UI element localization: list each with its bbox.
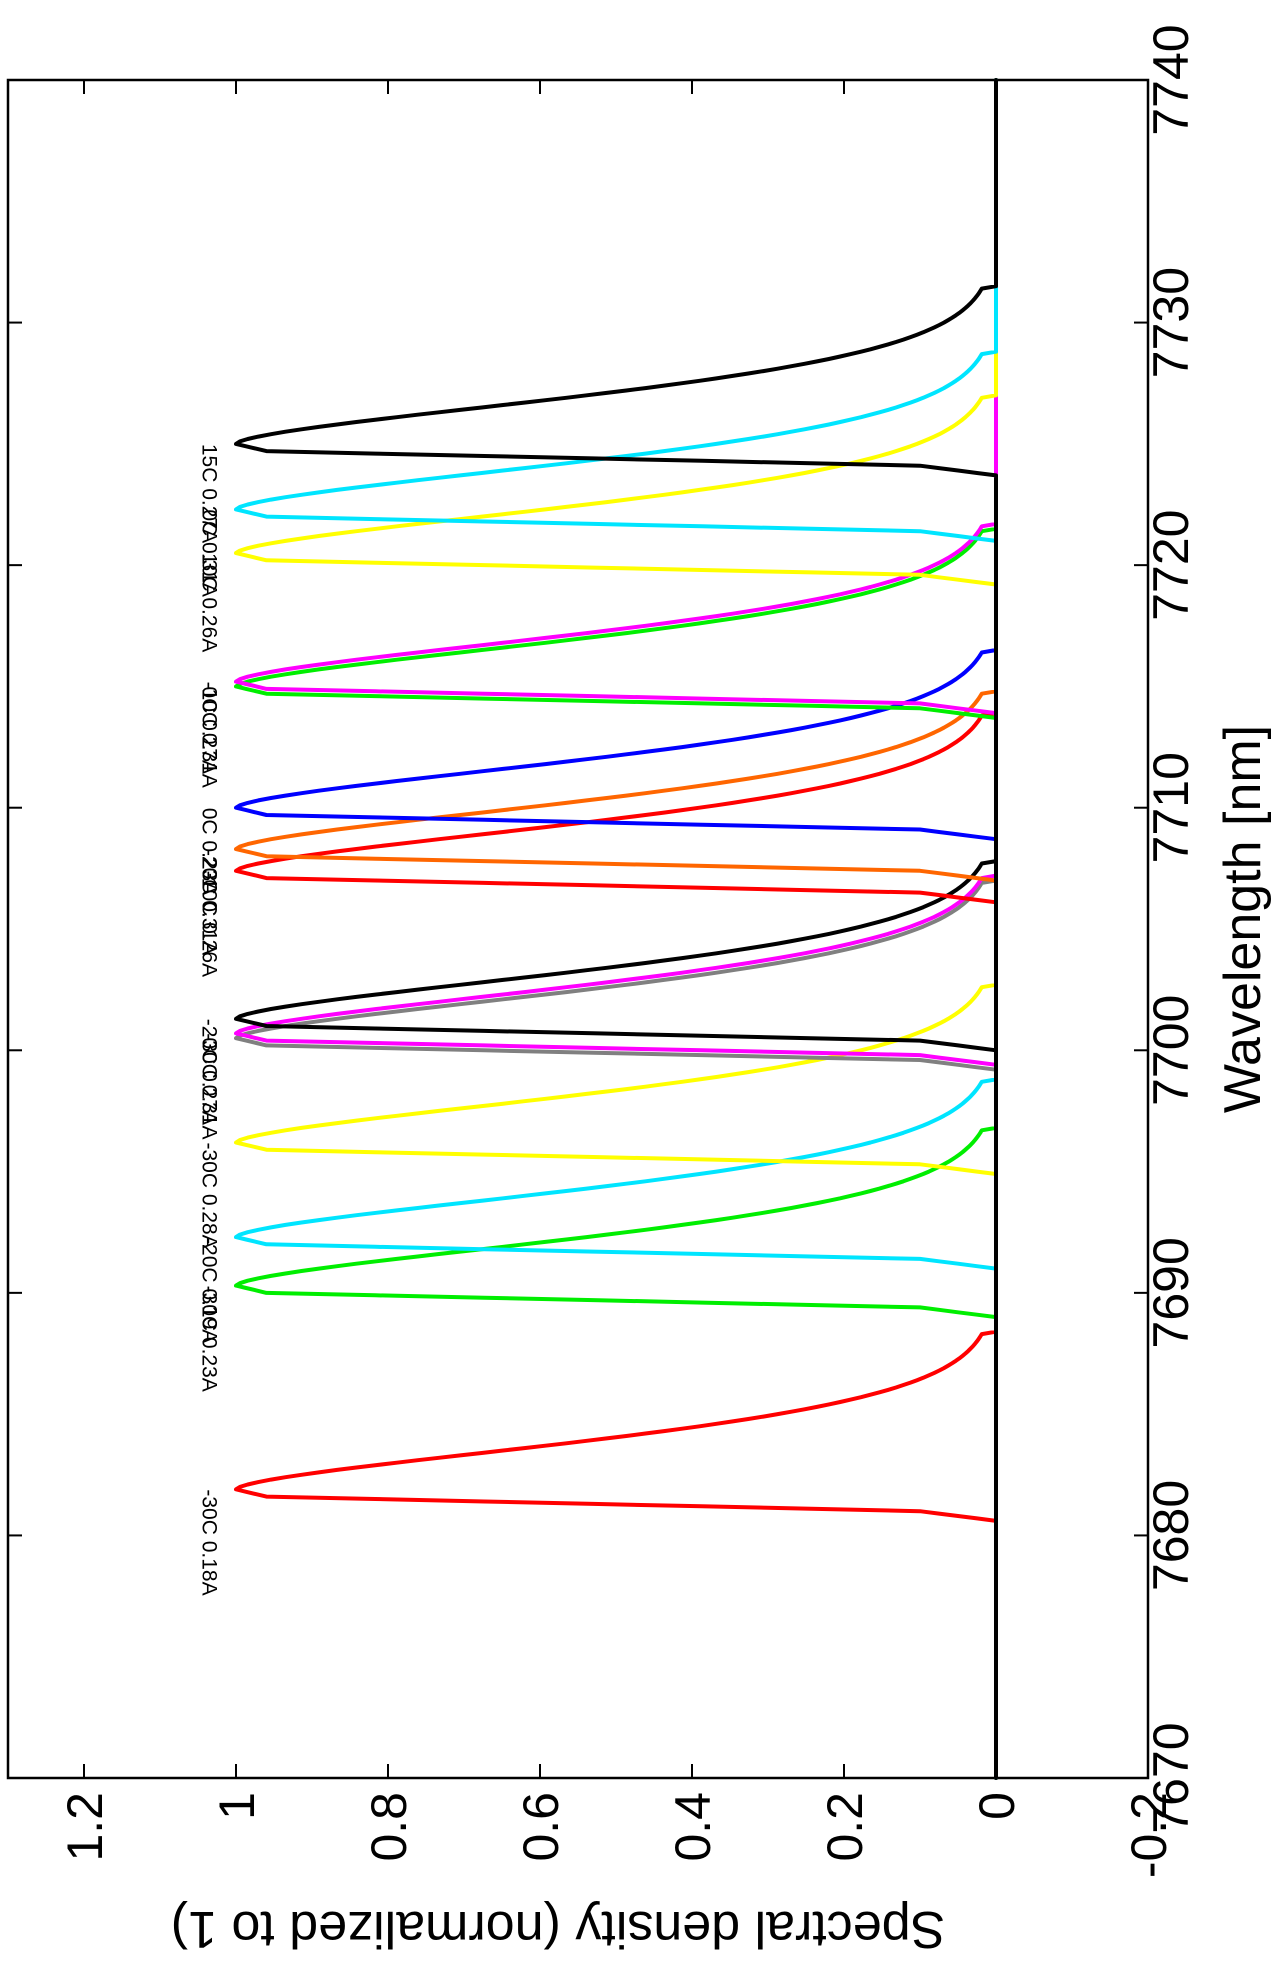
peak-label: -20C 0.19A [197, 1237, 220, 1343]
y-tick-label: 1 [209, 1792, 265, 1820]
series-line [234, 78, 998, 1780]
series-line [234, 78, 998, 1780]
peak-label: -10C 0.26A [197, 871, 220, 977]
series-line [234, 78, 998, 1780]
x-tick-label: 7700 [1143, 995, 1199, 1106]
peak-label: -20C 0.27A [197, 1019, 220, 1125]
series-layer [234, 78, 998, 1780]
series-line [234, 78, 998, 1780]
y-tick-label: 1.2 [57, 1792, 113, 1862]
peak-label: -20C 0.31A [197, 849, 220, 955]
x-tick-label: 7680 [1143, 1480, 1199, 1591]
peak-label: -30C 0.28A [197, 1142, 220, 1248]
y-tick-label: 0.6 [513, 1792, 569, 1862]
peak-label: 0C 0.31A [197, 509, 220, 597]
series-line [234, 78, 998, 1780]
plot-frame [6, 78, 1150, 1780]
y-tick-label: 0.4 [665, 1792, 721, 1862]
y-axis-ticks: -0.2 0 0.2 0.4 0.6 0.8 1 1.2 [57, 80, 1177, 1878]
x-axis-ticks: 7670 7680 7690 7700 7710 7720 7730 7740 [8, 24, 1199, 1834]
peak-label: -30C 0.31A [197, 1033, 220, 1139]
series-line [234, 78, 998, 1780]
series-line [234, 78, 998, 1780]
peak-label: 10C 0.26A [197, 553, 220, 652]
peak-label: 0C 0.23A [197, 808, 220, 896]
x-tick-label: 7670 [1143, 1722, 1199, 1833]
x-tick-label: 7720 [1143, 510, 1199, 621]
x-tick-label: 7710 [1143, 752, 1199, 863]
peak-label: 0C 0.27A [197, 686, 220, 774]
series-line [234, 78, 998, 1780]
series-line [234, 78, 998, 1780]
x-tick-label: 7690 [1143, 1237, 1199, 1348]
peak-label: -10C 0.31A [197, 682, 220, 788]
peak-label: 15C 0.27A [197, 444, 220, 543]
peak-labels: -30C 0.18A -30C 0.23A-20C 0.19A-30C 0.28A… [197, 444, 220, 1596]
peak-label: -30C 0.18A [197, 1489, 220, 1595]
x-axis-title: Wavelength [nm] [1214, 725, 1272, 1113]
y-tick-label: 0.8 [361, 1792, 417, 1862]
y-tick-label: -0.2 [1121, 1792, 1177, 1878]
series-line [234, 78, 998, 1780]
peak-label: -30C 0.23A [197, 1286, 220, 1392]
series-line [234, 78, 998, 1780]
series-line [234, 78, 998, 1780]
y-axis-title: Spectral density (normalized to 1) [171, 1900, 946, 1958]
series-line [234, 78, 998, 1780]
y-tick-label: 0 [969, 1792, 1025, 1820]
series-line [234, 78, 998, 1780]
x-tick-label: 7740 [1143, 24, 1199, 135]
series-line [234, 78, 998, 1780]
y-tick-label: 0.2 [817, 1792, 873, 1862]
plot-border [6, 78, 1150, 1780]
x-tick-label: 7730 [1143, 267, 1199, 378]
